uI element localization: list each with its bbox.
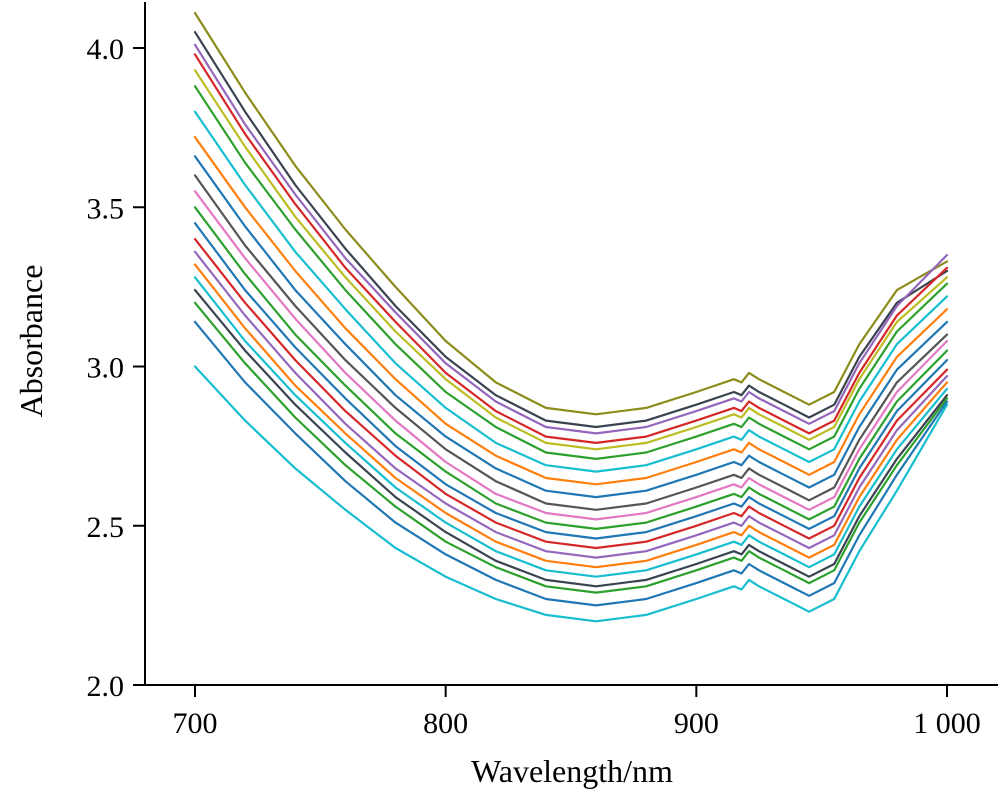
series-line-18 bbox=[193, 289, 949, 588]
axes bbox=[144, 2, 998, 686]
y-axis-title: Absorbance bbox=[13, 265, 49, 418]
y-tick-label-2.5: 2.5 bbox=[87, 511, 125, 544]
series-line-1 bbox=[193, 11, 949, 416]
y-tick-label-2: 2.0 bbox=[87, 670, 125, 703]
series-line-16 bbox=[193, 263, 949, 569]
y-tick-label-3: 3.0 bbox=[87, 352, 125, 385]
series-line-8 bbox=[193, 136, 949, 486]
x-tick-label-900: 900 bbox=[674, 707, 719, 740]
series-line-21 bbox=[193, 365, 949, 623]
series-line-10 bbox=[193, 174, 949, 511]
series-line-17 bbox=[193, 276, 949, 578]
series-line-9 bbox=[193, 155, 949, 499]
series-line-12 bbox=[193, 206, 949, 530]
y-tick-label-3.5: 3.5 bbox=[87, 192, 125, 225]
x-tick-label-700: 700 bbox=[173, 707, 218, 740]
x-tick-label-800: 800 bbox=[423, 707, 468, 740]
series-line-11 bbox=[193, 190, 949, 521]
series-line-14 bbox=[193, 238, 949, 550]
series-line-19 bbox=[193, 301, 949, 594]
series-line-3 bbox=[193, 43, 949, 435]
series-line-5 bbox=[193, 69, 949, 451]
y-tick-label-4: 4.0 bbox=[87, 33, 125, 66]
plot-lines bbox=[193, 11, 949, 623]
x-tick-label-1000: 1 000 bbox=[913, 707, 981, 740]
series-line-6 bbox=[193, 85, 949, 460]
ticks: 700 800 900 1 000 2.0 2.5 3.0 3.5 4.0 bbox=[87, 33, 981, 740]
series-line-7 bbox=[193, 110, 949, 473]
series-line-20 bbox=[193, 320, 949, 607]
series-line-4 bbox=[193, 53, 949, 444]
series-line-2 bbox=[193, 31, 949, 429]
series-line-13 bbox=[193, 222, 949, 540]
series-line-15 bbox=[193, 250, 949, 559]
x-axis-title: Wavelength/nm bbox=[471, 753, 673, 789]
